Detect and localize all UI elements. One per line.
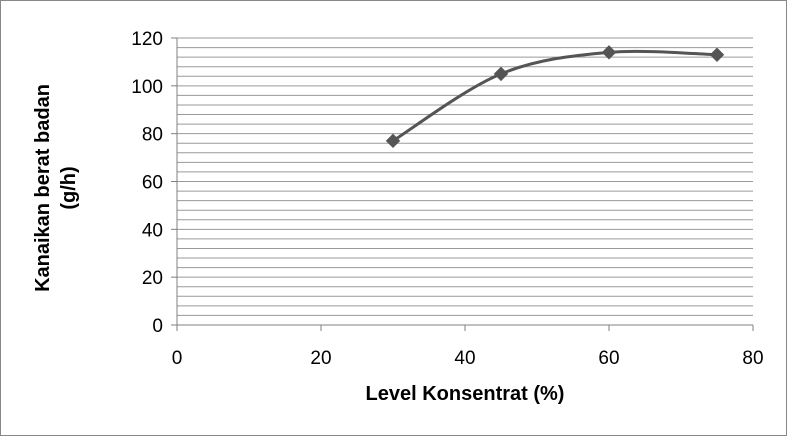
series-line <box>392 49 718 143</box>
series-group <box>385 45 725 149</box>
y-axis-title-line-1: Kanaikan berat badan <box>32 84 54 292</box>
y-tick-label: 100 <box>131 77 163 98</box>
x-tick-label: 60 <box>598 348 619 369</box>
x-tick-label: 0 <box>172 348 183 369</box>
x-tick-label: 40 <box>454 348 475 369</box>
data-point-marker <box>385 133 401 149</box>
y-tick-label: 0 <box>152 316 163 337</box>
data-point-marker <box>493 66 509 82</box>
axes <box>171 37 754 331</box>
data-point-marker <box>601 45 617 60</box>
data-point-marker <box>709 47 725 62</box>
x-axis-title: Level Konsentrat (%) <box>366 383 565 405</box>
x-tick-label: 20 <box>310 348 331 369</box>
y-tick-label: 80 <box>142 125 163 146</box>
y-tick-label: 40 <box>142 220 163 241</box>
y-axis-title-line-2: (g/h) <box>58 166 80 209</box>
x-tick-label: 80 <box>742 348 763 369</box>
y-tick-label: 120 <box>131 29 163 50</box>
grid-lines <box>177 37 753 316</box>
tick-labels: 0 20 40 60 80 100 120 0 20 40 60 80 <box>131 29 763 369</box>
y-tick-label: 60 <box>142 173 163 194</box>
y-tick-label: 20 <box>142 268 163 289</box>
